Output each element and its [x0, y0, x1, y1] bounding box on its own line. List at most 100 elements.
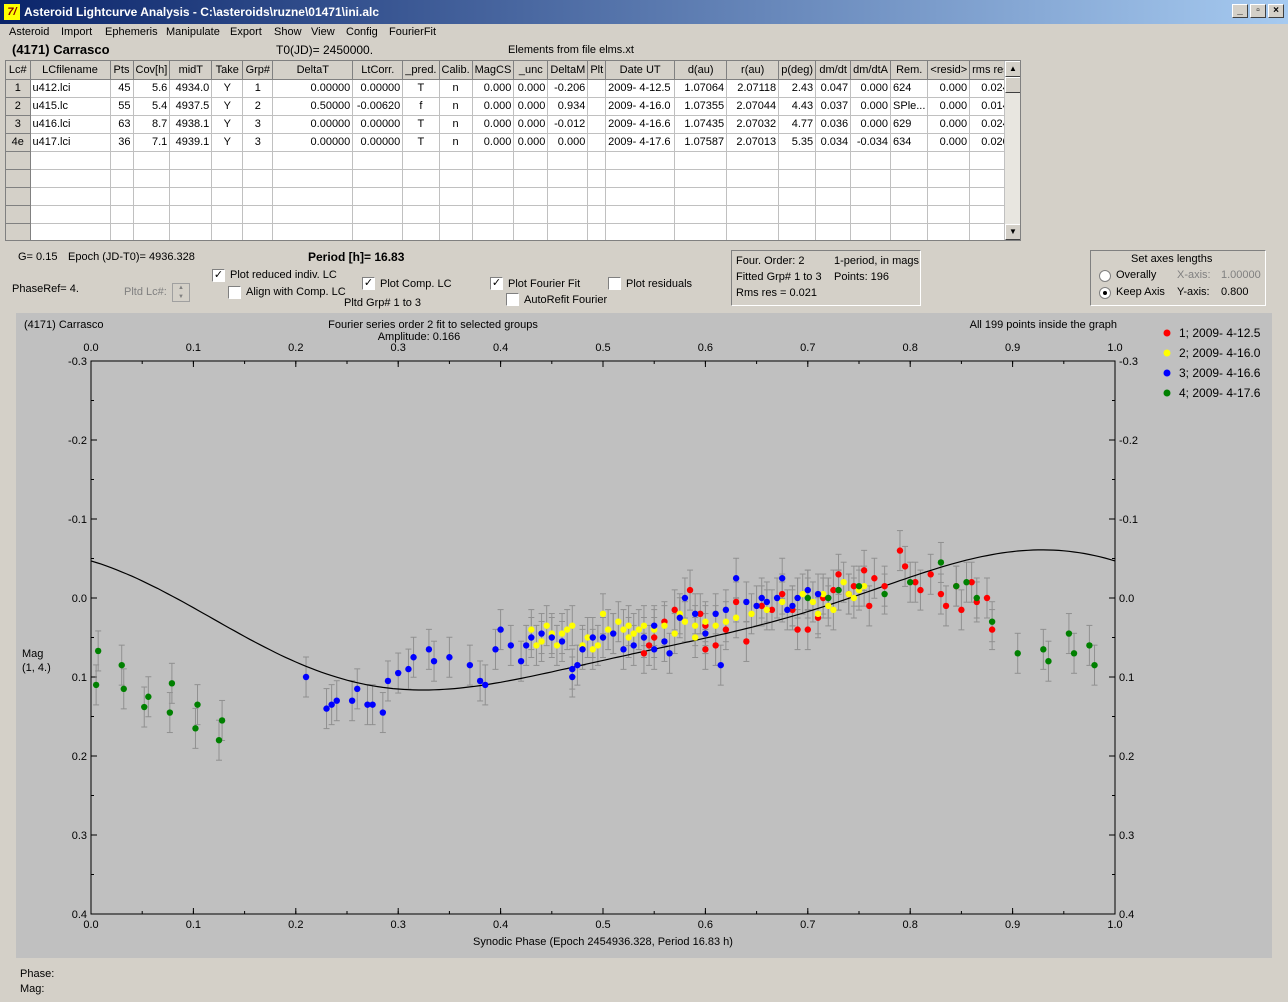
menu-config[interactable]: Config — [346, 26, 378, 38]
table-cell[interactable] — [272, 151, 354, 170]
menu-ephemeris[interactable]: Ephemeris — [105, 26, 158, 38]
table-cell[interactable] — [110, 151, 134, 170]
table-cell[interactable]: 0.000 — [927, 79, 971, 98]
table-cell[interactable] — [778, 169, 817, 188]
table-cell[interactable]: n — [439, 115, 473, 134]
table-cell[interactable] — [133, 205, 171, 224]
table-cell[interactable]: 0.047 — [815, 79, 852, 98]
row-header[interactable]: 2 — [6, 97, 31, 116]
table-cell[interactable] — [30, 223, 111, 240]
column-header[interactable]: Grp# — [242, 61, 274, 80]
row-header[interactable] — [6, 187, 31, 206]
table-cell[interactable]: 1.07355 — [674, 97, 728, 116]
table-cell[interactable] — [352, 223, 404, 240]
table-cell[interactable] — [272, 223, 354, 240]
spin-down-icon[interactable]: ▼ — [178, 294, 184, 300]
scroll-thumb[interactable] — [1005, 77, 1020, 93]
empty-row[interactable] — [6, 187, 1012, 206]
table-cell[interactable] — [439, 151, 473, 170]
table-cell[interactable] — [242, 187, 274, 206]
table-cell[interactable] — [850, 151, 892, 170]
table-cell[interactable] — [133, 187, 171, 206]
table-cell[interactable]: 0.000 — [513, 115, 549, 134]
row-header[interactable] — [6, 223, 31, 240]
table-cell[interactable]: 4938.1 — [169, 115, 213, 134]
table-cell[interactable]: 0.00000 — [272, 79, 354, 98]
row-header[interactable] — [6, 169, 31, 188]
table-cell[interactable]: 0.00000 — [352, 115, 404, 134]
menu-view[interactable]: View — [311, 26, 335, 38]
column-header[interactable]: LCfilename — [30, 61, 111, 80]
column-header[interactable]: DeltaT — [272, 61, 354, 80]
table-cell[interactable]: 0.934 — [547, 97, 589, 116]
table-cell[interactable]: 2009- 4-16.0 — [605, 97, 676, 116]
table-cell[interactable] — [439, 187, 473, 206]
y-axis-value[interactable]: 0.800 — [1221, 286, 1249, 298]
table-cell[interactable] — [890, 223, 929, 240]
table-cell[interactable]: 2.07013 — [726, 133, 780, 152]
menu-manipulate[interactable]: Manipulate — [166, 26, 220, 38]
table-cell[interactable]: 1.07587 — [674, 133, 728, 152]
table-cell[interactable] — [472, 223, 515, 240]
table-cell[interactable] — [547, 169, 589, 188]
table-cell[interactable] — [352, 151, 404, 170]
table-cell[interactable]: f — [402, 97, 440, 116]
table-cell[interactable]: 2009- 4-17.6 — [605, 133, 676, 152]
column-header[interactable]: MagCS — [472, 61, 515, 80]
table-cell[interactable] — [110, 187, 134, 206]
menu-asteroid[interactable]: Asteroid — [9, 26, 50, 38]
table-cell[interactable] — [169, 205, 213, 224]
column-header[interactable]: r(au) — [726, 61, 780, 80]
menu-show[interactable]: Show — [274, 26, 302, 38]
table-cell[interactable] — [352, 169, 404, 188]
table-cell[interactable] — [778, 187, 817, 206]
table-cell[interactable]: -0.00620 — [352, 97, 404, 116]
table-cell[interactable] — [726, 223, 780, 240]
table-cell[interactable] — [30, 169, 111, 188]
table-cell[interactable]: 5.35 — [778, 133, 817, 152]
table-cell[interactable] — [778, 151, 817, 170]
table-cell[interactable] — [587, 169, 607, 188]
table-cell[interactable]: 634 — [890, 133, 929, 152]
table-cell[interactable]: 4934.0 — [169, 79, 213, 98]
table-cell[interactable]: SPle... — [890, 97, 929, 116]
table-cell[interactable] — [927, 205, 971, 224]
column-header[interactable]: p(deg) — [778, 61, 817, 80]
table-cell[interactable]: Y — [211, 79, 244, 98]
table-cell[interactable] — [272, 205, 354, 224]
table-cell[interactable] — [778, 223, 817, 240]
table-cell[interactable] — [169, 151, 213, 170]
table-cell[interactable]: T — [402, 115, 440, 134]
table-cell[interactable] — [169, 169, 213, 188]
table-cell[interactable] — [169, 223, 213, 240]
table-cell[interactable] — [850, 187, 892, 206]
column-header[interactable]: Lc# — [6, 61, 31, 80]
overally-radio[interactable] — [1099, 270, 1111, 282]
table-cell[interactable]: 0.034 — [815, 133, 852, 152]
table-cell[interactable]: -0.206 — [547, 79, 589, 98]
menu-fourierfit[interactable]: FourierFit — [389, 26, 437, 38]
table-cell[interactable] — [547, 187, 589, 206]
table-cell[interactable] — [133, 223, 171, 240]
empty-row[interactable] — [6, 151, 1012, 170]
table-cell[interactable] — [815, 169, 852, 188]
table-cell[interactable]: 45 — [110, 79, 134, 98]
table-cell[interactable] — [30, 151, 111, 170]
table-cell[interactable] — [726, 169, 780, 188]
table-cell[interactable] — [472, 151, 515, 170]
table-cell[interactable] — [587, 133, 607, 152]
table-cell[interactable] — [242, 223, 274, 240]
table-cell[interactable]: Y — [211, 115, 244, 134]
lightcurve-app-icon[interactable]: 7/ — [4, 4, 20, 20]
table-cell[interactable] — [674, 151, 728, 170]
table-cell[interactable] — [242, 169, 274, 188]
column-header[interactable]: dm/dtA — [850, 61, 892, 80]
table-cell[interactable] — [211, 205, 244, 224]
table-cell[interactable] — [815, 187, 852, 206]
column-header[interactable]: Take — [211, 61, 244, 80]
table-cell[interactable] — [587, 187, 607, 206]
table-cell[interactable] — [242, 151, 274, 170]
empty-row[interactable] — [6, 205, 1012, 224]
